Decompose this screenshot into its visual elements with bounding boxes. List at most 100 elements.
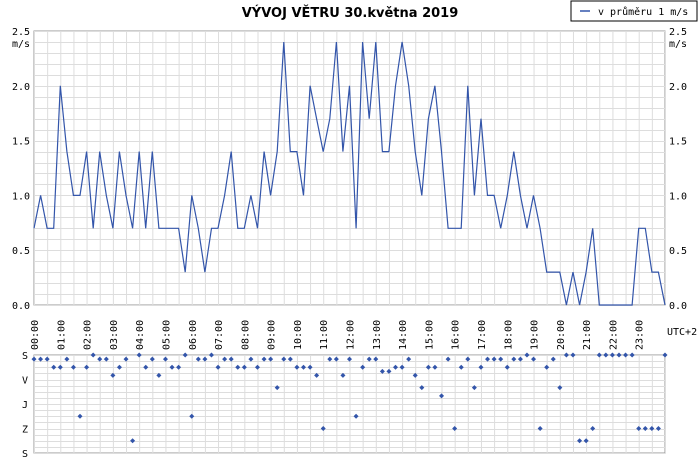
direction-point [445,356,451,362]
speed-y-tick-right: 1.5 [669,137,687,148]
speed-y-ticks: 0.0 0.0 0.5 0.5 1.0 1.0 1.5 1.5 2.0 2.0 2.5 2.5 [12,27,687,312]
speed-y-tick-right: 1.0 [669,191,687,202]
direction-point [439,393,445,399]
direction-point [182,352,188,358]
direction-point [432,364,438,370]
speed-grid [33,30,666,306]
x-tick-label: 15:00 [424,320,435,350]
direction-point [570,352,576,358]
y-unit-left: m/s [12,39,30,50]
direction-point [136,352,142,358]
direction-point [393,364,399,370]
direction-point [84,364,90,370]
direction-point [228,356,234,362]
direction-point [458,364,464,370]
x-tick-label: 14:00 [398,320,409,350]
direction-point [307,364,313,370]
direction-point [149,356,155,362]
direction-point [189,413,195,419]
direction-point [425,364,431,370]
direction-point [616,352,622,358]
direction-point [64,356,70,362]
x-axis-ticks: 00:00 01:00 02:00 03:00 04:00 05:00 06:00 07:00… [30,320,646,350]
direction-point [103,356,109,362]
direction-y-tick: S [22,351,28,362]
x-tick-label: 09:00 [267,320,278,350]
direction-point [485,356,491,362]
x-tick-label: 10:00 [293,320,304,350]
x-tick-label: 18:00 [503,320,514,350]
direction-point [195,356,201,362]
legend-box [570,0,698,22]
x-tick-label: 08:00 [240,320,251,350]
direction-point [44,356,50,362]
direction-point [241,364,247,370]
direction-point [577,438,583,444]
direction-point [452,426,458,431]
direction-point [340,372,346,378]
direction-point [235,364,241,370]
speed-series [33,41,666,306]
x-tick-label: 04:00 [135,320,146,350]
direction-point [360,364,366,370]
speed-y-tick-right: 2.5 [669,27,687,38]
direction-point [366,356,372,362]
speed-y-tick-right: 0.5 [669,246,687,257]
direction-point [254,364,260,370]
x-tick-label: 22:00 [608,320,619,350]
direction-point [116,364,122,370]
direction-point [268,356,274,362]
legend-series-label: v průměru 1 m/s [598,6,688,18]
direction-point [169,364,175,370]
x-tick-label: 16:00 [451,320,462,350]
direction-point [517,356,523,362]
direction-point [373,356,379,362]
direction-point [248,356,254,362]
speed-y-tick-left: 2.0 [12,82,30,93]
direction-point [31,356,37,362]
chart-title: VÝVOJ VĚTRU 30.května 2019 [242,5,459,21]
direction-y-tick: J [22,400,28,411]
direction-point [294,364,300,370]
direction-point [97,356,103,362]
direction-point [636,426,642,431]
direction-points [31,352,668,444]
direction-point [649,426,655,431]
direction-point [419,385,425,391]
direction-point [531,356,537,362]
y-unit-right: m/s [669,39,687,50]
direction-point [596,352,602,358]
direction-y-tick: Z [22,425,28,436]
direction-point [261,356,267,362]
x-tick-label: 20:00 [556,320,567,350]
speed-y-tick-left: 2.5 [12,27,30,38]
direction-point [603,352,609,358]
speed-y-tick-left: 1.5 [12,137,30,148]
x-tick-label: 12:00 [346,320,357,350]
direction-point [379,368,385,374]
legend: v průměru 1 m/s [570,0,698,22]
direction-point [465,356,471,362]
x-tick-label: 11:00 [319,320,330,350]
direction-point [327,356,333,362]
direction-point [287,356,293,362]
direction-point [347,356,352,362]
speed-y-tick-left: 0.5 [12,246,30,257]
x-tick-label: 05:00 [161,320,172,350]
direction-point [215,364,221,370]
direction-point [406,356,412,362]
speed-y-tick-left: 1.0 [12,191,30,202]
direction-point [557,385,563,391]
x-tick-label: 02:00 [83,320,94,350]
direction-point [471,385,477,391]
direction-point [504,364,510,370]
x-tick-label: 13:00 [372,320,383,350]
direction-point [353,413,359,419]
direction-point [544,364,550,370]
speed-y-tick-left: 0.0 [12,301,30,312]
direction-point [563,352,569,358]
direction-point [281,356,287,362]
direction-point [51,364,57,370]
x-unit-label: UTC+2 [667,327,697,338]
direction-point [511,356,517,362]
